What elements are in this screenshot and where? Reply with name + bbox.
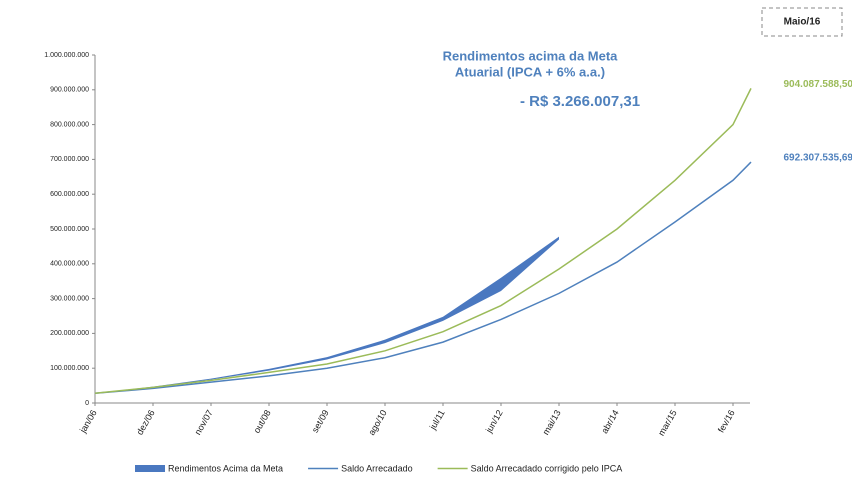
x-tick-label: dez/06 <box>135 408 157 436</box>
badge-box <box>761 7 843 37</box>
badge: Maio/16 <box>784 17 821 28</box>
x-tick-label: mai/13 <box>541 408 563 436</box>
y-tick-label: 200.000.000 <box>50 330 89 337</box>
y-tick-label: 1.000.000.000 <box>44 52 89 59</box>
legend-label: Saldo Arrecadado corrigido pelo IPCA <box>471 463 623 473</box>
x-tick-label: ago/10 <box>366 408 388 437</box>
value-label: 692.307.535,69 <box>783 153 852 164</box>
series-line <box>94 88 752 395</box>
y-tick-label: 400.000.000 <box>50 261 89 268</box>
x-tick-label: nov/07 <box>193 408 215 436</box>
band-area <box>95 236 559 394</box>
legend-label: Rendimentos Acima da Meta <box>168 463 283 473</box>
y-tick-label: 800.000.000 <box>50 121 89 128</box>
legend-swatch <box>135 465 165 472</box>
x-tick-label: set/09 <box>310 408 331 434</box>
y-tick-label: 0 <box>85 400 89 407</box>
y-tick-label: 500.000.000 <box>50 226 89 233</box>
x-tick-label: mar/15 <box>656 408 679 437</box>
x-tick-label: out/08 <box>252 408 273 435</box>
x-tick-label: jan/06 <box>77 408 98 435</box>
value-label: 904.087.588,50 <box>783 79 852 90</box>
annotation: Rendimentos acima da Meta <box>443 48 619 63</box>
x-tick-label: fev/16 <box>716 408 737 434</box>
annotation: Atuarial (IPCA + 6% a.a.) <box>455 64 605 79</box>
y-tick-label: 100.000.000 <box>50 365 89 372</box>
x-tick-label: jul/11 <box>427 408 447 432</box>
y-tick-label: 700.000.000 <box>50 156 89 163</box>
annotation: - R$ 3.266.007,31 <box>520 93 640 110</box>
x-tick-label: abr/14 <box>599 408 620 435</box>
legend-label: Saldo Arrecadado <box>341 463 413 473</box>
y-tick-label: 300.000.000 <box>50 295 89 302</box>
series-line <box>94 161 752 395</box>
x-tick-label: jun/12 <box>483 408 504 435</box>
y-tick-label: 600.000.000 <box>50 191 89 198</box>
y-tick-label: 900.000.000 <box>50 87 89 94</box>
